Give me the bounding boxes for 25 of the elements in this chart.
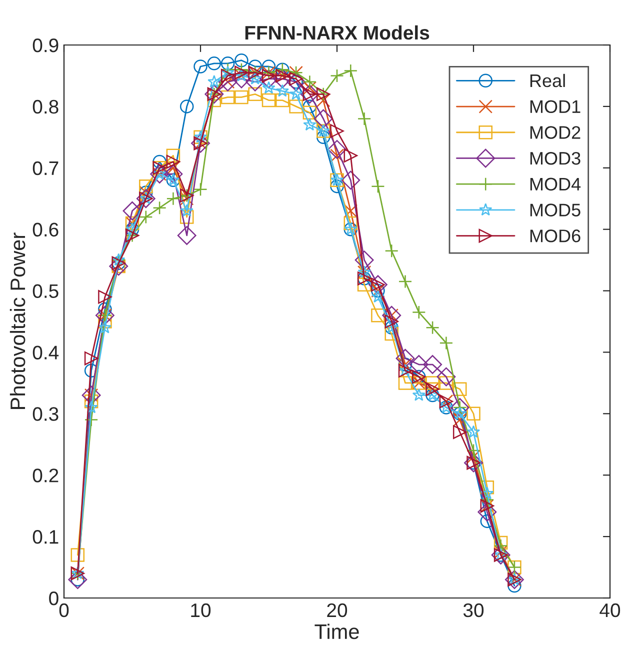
- y-tick-label: 0.1: [32, 530, 58, 544]
- chart-title: FFNN-NARX Models: [245, 25, 430, 40]
- y-tick-label: 0.6: [32, 222, 58, 237]
- x-tick-label: 30: [463, 603, 484, 618]
- legend-label: MOD3: [530, 152, 580, 165]
- y-axis-title: Photovoltaic Power: [10, 232, 26, 409]
- legend-label: Real: [530, 74, 565, 88]
- legend-label: MOD4: [530, 178, 581, 191]
- legend-label: MOD1: [530, 100, 580, 114]
- x-axis-title: Time: [314, 624, 359, 640]
- y-tick-label: 0.8: [32, 100, 58, 114]
- x-tick-label: 40: [600, 603, 620, 618]
- y-tick-label: 0: [49, 591, 58, 606]
- y-tick-label: 0.4: [32, 346, 59, 360]
- x-tick-label: 0: [59, 603, 69, 618]
- y-tick-label: 0.3: [32, 407, 58, 421]
- y-tick-label: 0.2: [32, 468, 58, 482]
- y-tick-label: 0.7: [32, 161, 58, 176]
- x-tick-label: 10: [191, 603, 211, 618]
- legend-label: MOD2: [530, 126, 580, 139]
- y-tick-label: 0.9: [32, 38, 58, 52]
- x-tick-label: 20: [327, 603, 348, 618]
- legend-label: MOD5: [530, 204, 580, 216]
- y-tick-label: 0.5: [32, 284, 58, 298]
- legend-label: MOD6: [530, 230, 580, 242]
